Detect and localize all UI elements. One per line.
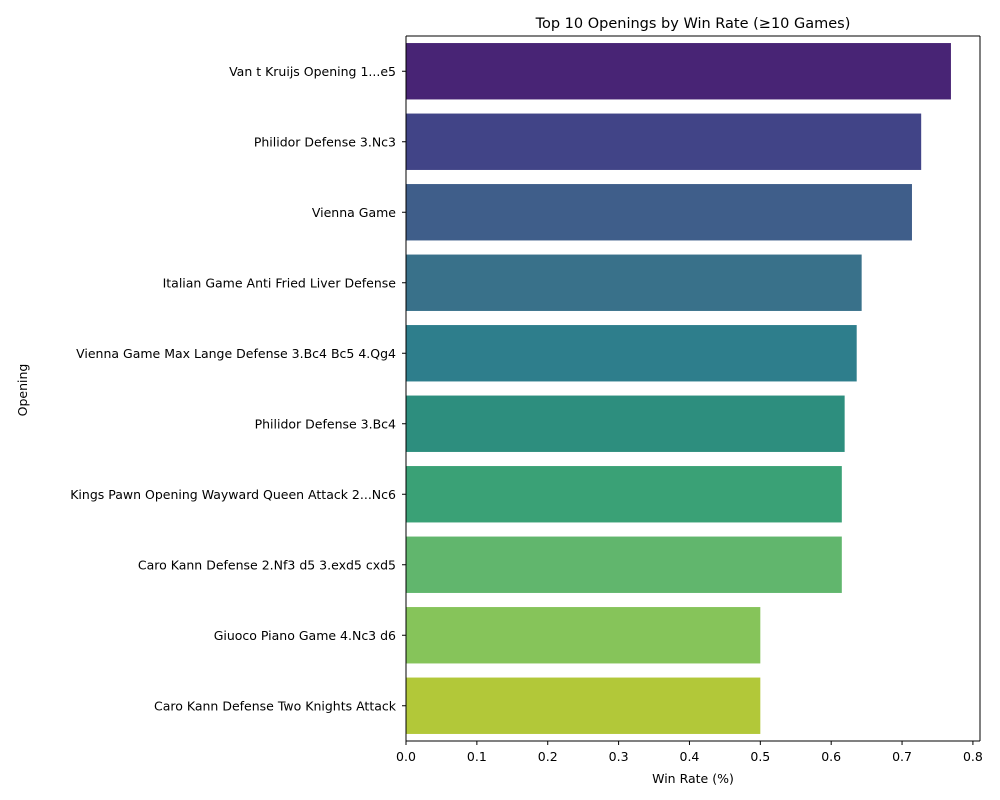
y-tick-label: Vienna Game Max Lange Defense 3.Bc4 Bc5 … <box>76 346 396 361</box>
bar-7 <box>406 466 842 523</box>
x-tick-label: 0.1 <box>467 749 487 764</box>
x-tick-label: 0.8 <box>963 749 983 764</box>
bar-3 <box>406 184 912 241</box>
chart-title: Top 10 Openings by Win Rate (≥10 Games) <box>535 16 851 32</box>
x-axis-label: Win Rate (%) <box>652 771 734 786</box>
bar-5 <box>406 325 857 382</box>
x-axis-ticks: 0.0 0.1 0.2 0.3 0.4 0.5 0.6 0.7 0.8 <box>396 741 983 764</box>
y-tick-label: Giuoco Piano Game 4.Nc3 d6 <box>214 628 396 643</box>
bar-2 <box>406 113 922 170</box>
bar-1 <box>406 43 951 100</box>
y-axis-ticks: Van t Kruijs Opening 1...e5 Philidor Defe… <box>70 64 406 713</box>
x-tick-label: 0.3 <box>609 749 629 764</box>
y-tick-label: Philidor Defense 3.Nc3 <box>254 134 396 149</box>
bar-9 <box>406 607 761 664</box>
x-tick-label: 0.0 <box>396 749 416 764</box>
y-axis-label: Opening <box>15 364 30 417</box>
x-tick-label: 0.5 <box>750 749 770 764</box>
bar-4 <box>406 254 862 311</box>
bar-10 <box>406 677 761 734</box>
x-tick-label: 0.6 <box>821 749 841 764</box>
x-tick-label: 0.7 <box>892 749 912 764</box>
bar-6 <box>406 395 845 452</box>
y-tick-label: Caro Kann Defense Two Knights Attack <box>154 698 397 713</box>
x-tick-label: 0.4 <box>680 749 700 764</box>
bar-8 <box>406 536 842 593</box>
y-tick-label: Van t Kruijs Opening 1...e5 <box>229 64 396 79</box>
y-tick-label: Italian Game Anti Fried Liver Defense <box>163 275 397 290</box>
y-tick-label: Vienna Game <box>312 205 396 220</box>
y-tick-label: Philidor Defense 3.Bc4 <box>255 416 396 431</box>
y-tick-label: Kings Pawn Opening Wayward Queen Attack … <box>70 487 396 502</box>
x-tick-label: 0.2 <box>538 749 558 764</box>
bars-group <box>406 43 951 734</box>
y-tick-label: Caro Kann Defense 2.Nf3 d5 3.exd5 cxd5 <box>138 557 396 572</box>
